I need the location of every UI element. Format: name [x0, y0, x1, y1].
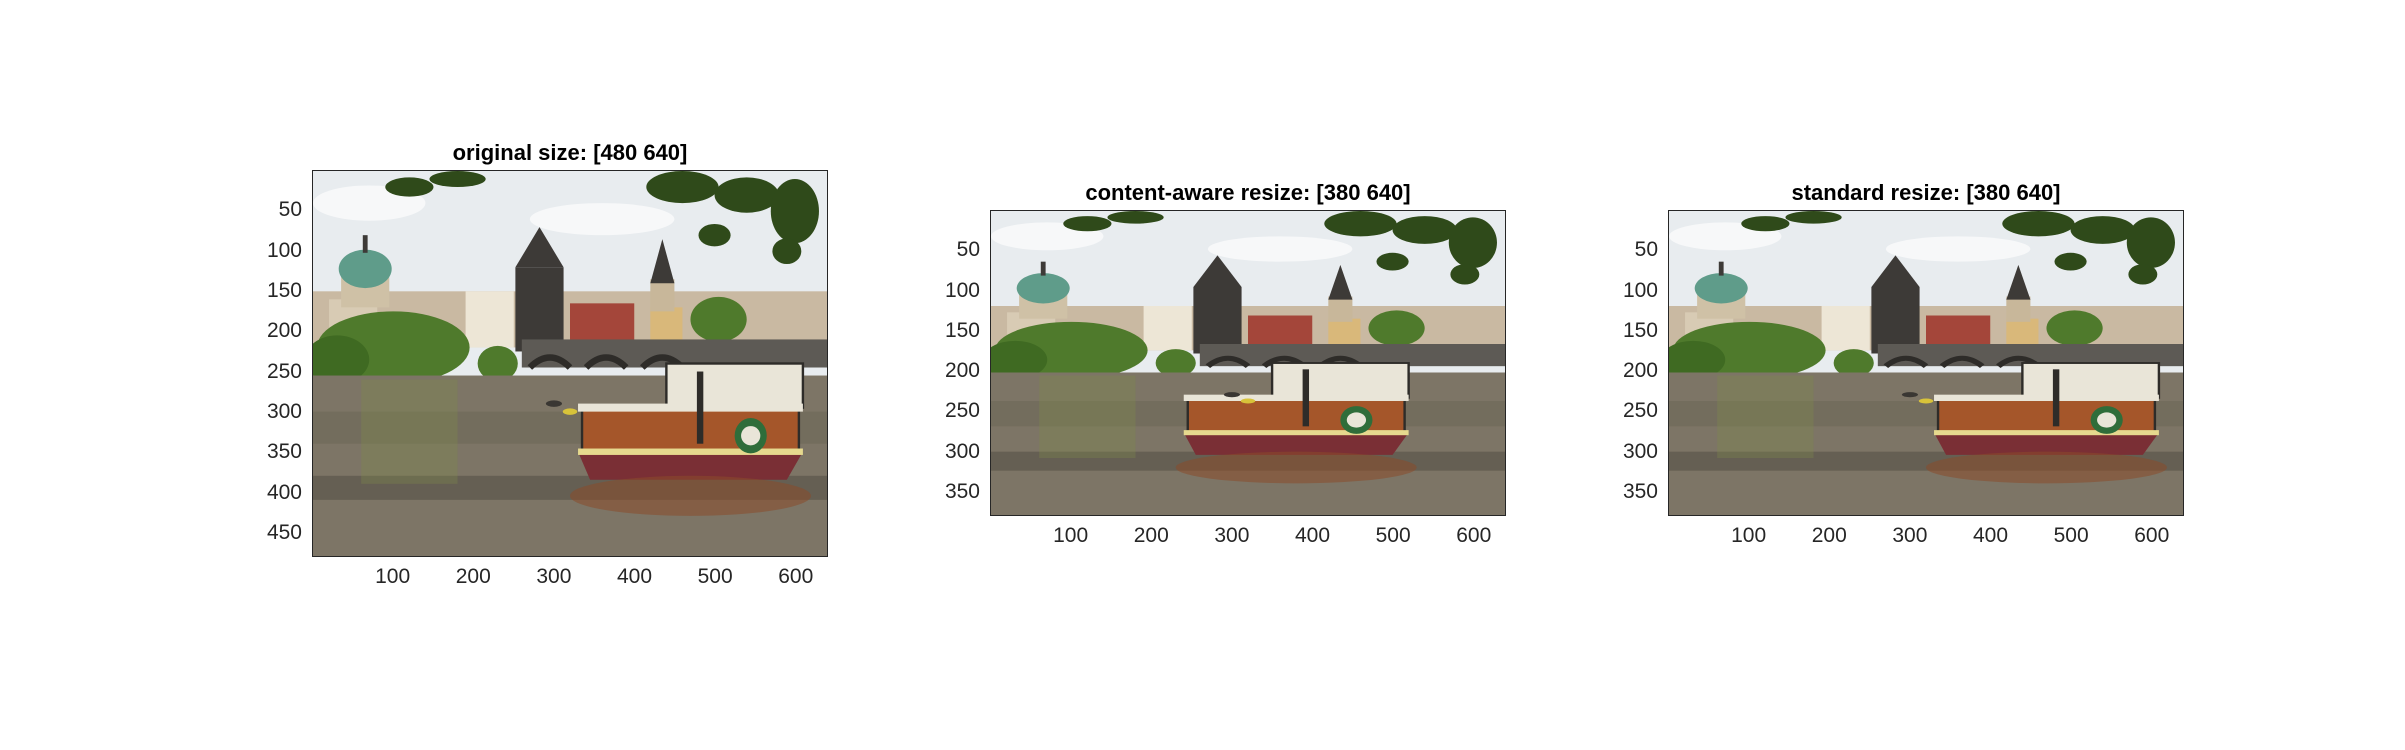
panel-original: original size: [480 640] — [267, 140, 828, 588]
x-tick-label: 100 — [375, 565, 411, 588]
panel-title: original size: [480 640] — [452, 140, 688, 165]
y-tick-label: 50 — [956, 238, 980, 262]
y-tick-label: 350 — [944, 479, 980, 503]
x-tick-label: 400 — [1972, 524, 2009, 547]
y-tick-label: 300 — [944, 439, 980, 463]
y-tick-label: 250 — [1622, 399, 1658, 423]
y-tick-label: 200 — [1622, 359, 1658, 383]
x-tick-label: 400 — [616, 565, 653, 588]
y-tick-label: 200 — [266, 319, 302, 343]
image-axes — [990, 210, 1506, 516]
y-tick-label: 150 — [1622, 318, 1658, 342]
x-tick-label: 400 — [1294, 524, 1331, 547]
x-tick-label: 500 — [2053, 524, 2089, 547]
y-tick-label: 300 — [1622, 439, 1658, 463]
y-tick-label: 250 — [266, 359, 302, 383]
y-tick-label: 450 — [266, 520, 302, 544]
y-tick-label: 150 — [944, 318, 980, 342]
y-tick-label: 50 — [1634, 238, 1658, 262]
y-tick-label: 350 — [266, 440, 302, 464]
y-tick-label: 100 — [266, 238, 302, 262]
x-tick-label: 500 — [697, 565, 733, 588]
y-tick-label: 100 — [944, 278, 980, 302]
x-tick-label: 200 — [1811, 524, 1847, 547]
y-tick-label: 100 — [1622, 278, 1658, 302]
x-tick-label: 500 — [1375, 524, 1411, 547]
panel-standard: standard resize: [380 640] — [1623, 180, 2184, 547]
x-tick-label: 200 — [1133, 524, 1169, 547]
y-tick-label: 250 — [944, 399, 980, 423]
image-axes — [312, 170, 828, 557]
x-tick-label: 100 — [1053, 524, 1089, 547]
x-tick-label: 200 — [455, 565, 491, 588]
panel-content-aware: content-aware resize: [380 640] — [945, 180, 1506, 547]
panel-title: standard resize: [380 640] — [1791, 180, 2061, 205]
y-tick-label: 200 — [944, 359, 980, 383]
x-tick-label: 300 — [1214, 524, 1250, 547]
image-content — [313, 171, 827, 556]
x-tick-label: 600 — [2134, 524, 2170, 547]
y-tick-label: 50 — [278, 198, 302, 222]
x-tick-label: 300 — [536, 565, 572, 588]
image-content — [991, 211, 1505, 515]
y-tick-label: 400 — [266, 480, 302, 504]
x-tick-label: 300 — [1892, 524, 1928, 547]
y-tick-label: 350 — [1622, 479, 1658, 503]
x-tick-label: 600 — [778, 565, 814, 588]
image-content — [1669, 211, 2183, 515]
x-tick-label: 600 — [1456, 524, 1492, 547]
y-tick-label: 150 — [266, 278, 302, 302]
y-tick-label: 300 — [266, 399, 302, 423]
image-axes — [1668, 210, 2184, 516]
panel-title: content-aware resize: [380 640] — [1085, 180, 1411, 205]
x-tick-label: 100 — [1731, 524, 1767, 547]
